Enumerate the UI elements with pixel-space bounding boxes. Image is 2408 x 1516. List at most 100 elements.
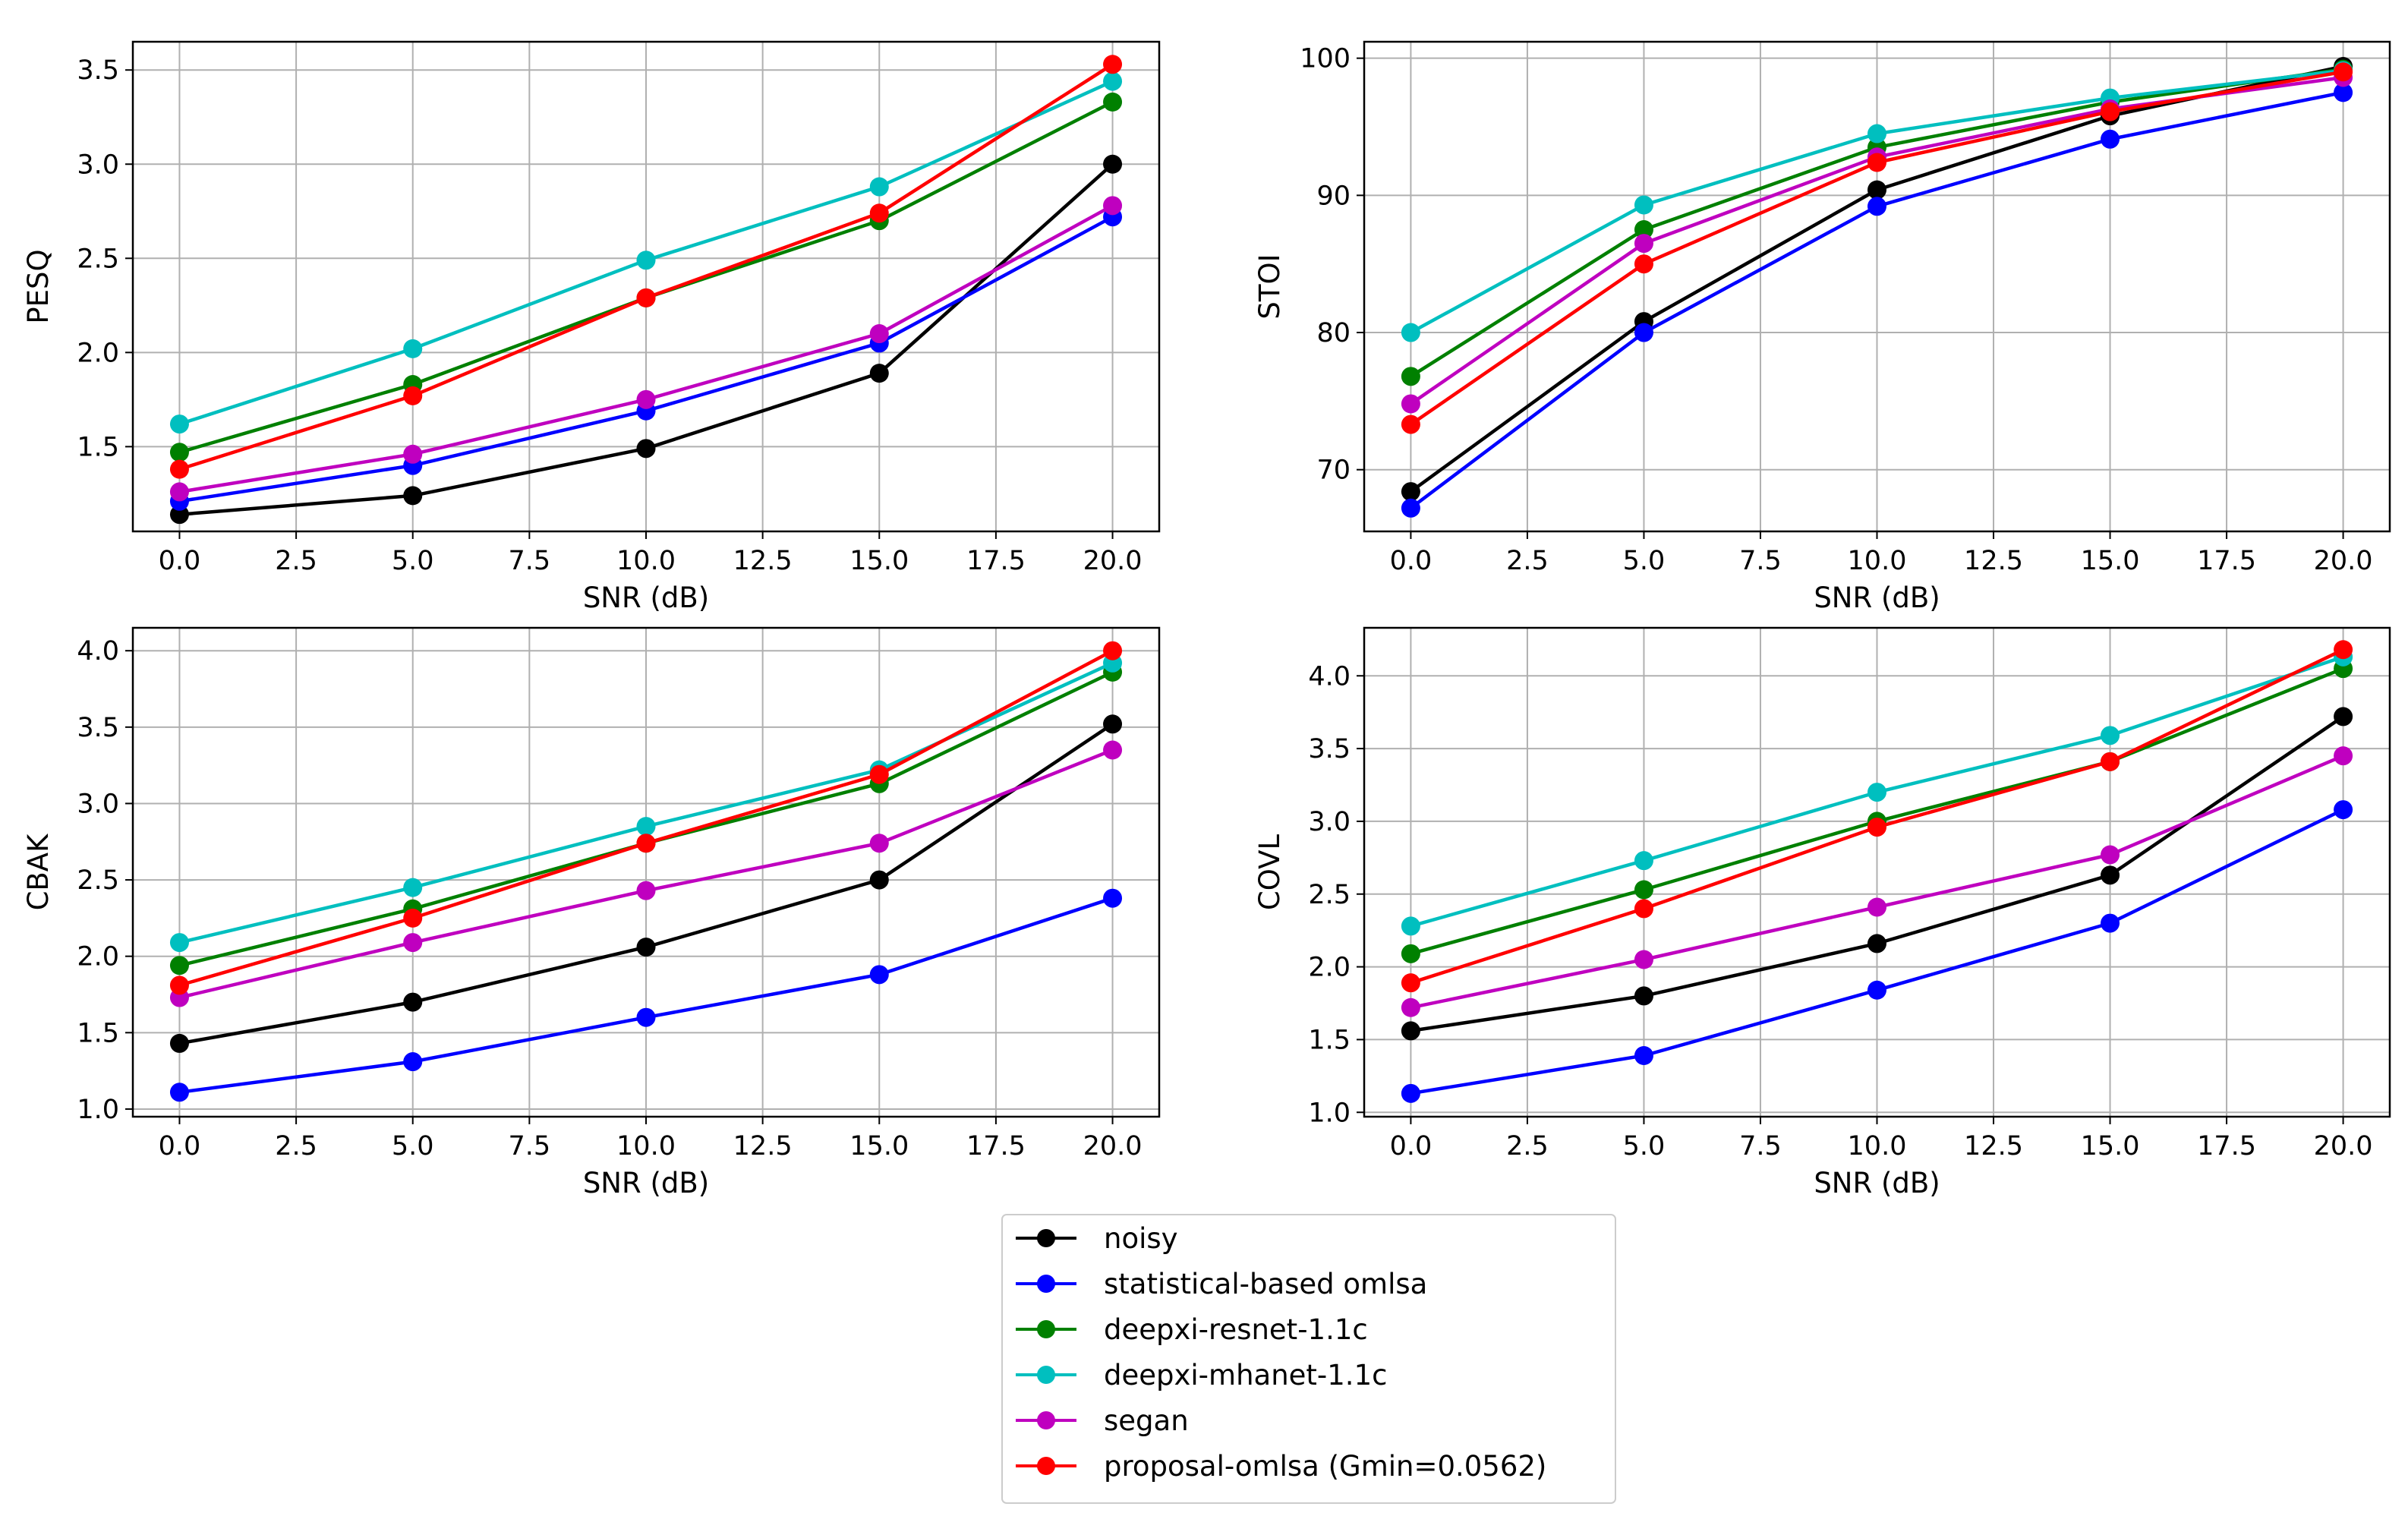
data-point-noisy: [1867, 934, 1886, 953]
data-point-deepxi-mhanet-1-1c: [1103, 71, 1123, 91]
data-point-proposal-omlsa-gmin-0-0562: [403, 386, 423, 405]
x-tick-label: 7.5: [1739, 546, 1782, 576]
data-point-deepxi-mhanet-1-1c: [2101, 726, 2120, 745]
legend-entry: deepxi-mhanet-1.1c: [1016, 1359, 1387, 1392]
y-tick-label: 3.0: [77, 789, 119, 819]
x-tick-label: 15.0: [2081, 546, 2140, 576]
legend-marker: [1037, 1320, 1055, 1338]
y-tick-label: 70: [1316, 455, 1351, 486]
legend-label: statistical-based omlsa: [1104, 1268, 1427, 1300]
data-point-proposal-omlsa-gmin-0-0562: [2334, 62, 2353, 82]
data-point-deepxi-resnet-1-1c: [1103, 92, 1123, 112]
x-tick-label: 2.5: [275, 546, 317, 576]
x-tick-label: 2.5: [275, 1131, 317, 1161]
data-point-deepxi-mhanet-1-1c: [869, 177, 889, 197]
x-tick-label: 12.5: [1964, 1131, 2023, 1161]
x-tick-label: 12.5: [733, 546, 793, 576]
legend-label: proposal-omlsa (Gmin=0.0562): [1104, 1450, 1546, 1483]
data-point-noisy: [1401, 482, 1420, 502]
data-point-statistical-based-omlsa: [2101, 129, 2120, 149]
x-tick-label: 10.0: [1848, 546, 1907, 576]
y-tick-label: 3.5: [77, 55, 119, 86]
data-point-statistical-based-omlsa: [1634, 323, 1653, 342]
data-point-segan: [1401, 394, 1420, 414]
data-point-noisy: [636, 439, 656, 459]
data-point-deepxi-mhanet-1-1c: [1867, 783, 1886, 802]
x-tick-label: 20.0: [1083, 1131, 1143, 1161]
legend-marker: [1037, 1229, 1055, 1247]
data-point-noisy: [169, 1033, 189, 1053]
x-axis-label: SNR (dB): [583, 582, 709, 614]
x-tick-label: 20.0: [2314, 1131, 2373, 1161]
x-tick-label: 5.0: [1623, 1131, 1666, 1161]
legend-label: deepxi-resnet-1.1c: [1104, 1313, 1368, 1346]
x-tick-label: 0.0: [1390, 546, 1433, 576]
data-point-noisy: [1401, 1021, 1420, 1041]
data-point-proposal-omlsa-gmin-0-0562: [403, 908, 423, 928]
data-point-segan: [1634, 950, 1653, 969]
data-point-deepxi-mhanet-1-1c: [403, 339, 423, 358]
data-point-segan: [403, 444, 423, 464]
legend-entry: segan: [1016, 1404, 1189, 1437]
x-tick-label: 17.5: [966, 1131, 1026, 1161]
data-point-statistical-based-omlsa: [1867, 197, 1886, 216]
x-tick-label: 10.0: [616, 1131, 676, 1161]
data-point-statistical-based-omlsa: [2334, 83, 2353, 102]
x-tick-label: 17.5: [2197, 546, 2256, 576]
data-point-proposal-omlsa-gmin-0-0562: [1867, 818, 1886, 837]
y-tick-label: 1.5: [77, 432, 119, 462]
data-point-statistical-based-omlsa: [403, 1052, 423, 1072]
y-tick-label: 3.5: [77, 713, 119, 743]
data-point-proposal-omlsa-gmin-0-0562: [169, 975, 189, 995]
x-tick-label: 5.0: [392, 1131, 434, 1161]
y-tick-label: 2.0: [77, 942, 119, 972]
x-tick-label: 10.0: [1848, 1131, 1907, 1161]
stoi-panel: 0.0 2.5 5.0 7.5 10.0 12.5 15.0 17.5 20.0 70 80 90 10…: [1253, 40, 2391, 614]
data-point-deepxi-resnet-1-1c: [1634, 880, 1653, 900]
x-tick-label: 0.0: [159, 546, 201, 576]
y-tick-label: 1.0: [77, 1095, 119, 1125]
data-point-statistical-based-omlsa: [1634, 1046, 1653, 1065]
data-point-deepxi-resnet-1-1c: [169, 443, 189, 462]
covl-panel: 0.0 2.5 5.0 7.5 10.0 12.5 15.0 17.5 20.0 1.0 1.5 2.…: [1253, 626, 2391, 1199]
data-point-deepxi-resnet-1-1c: [1401, 944, 1420, 963]
y-tick-label: 4.0: [1308, 661, 1351, 692]
y-tick-label: 2.0: [77, 338, 119, 368]
x-axis-label: SNR (dB): [1814, 582, 1940, 614]
x-tick-label: 10.0: [616, 546, 676, 576]
data-point-deepxi-resnet-1-1c: [1634, 220, 1653, 240]
data-point-proposal-omlsa-gmin-0-0562: [2334, 640, 2353, 660]
x-tick-label: 5.0: [1623, 546, 1666, 576]
y-tick-label: 1.0: [1308, 1098, 1351, 1128]
y-tick-label: 3.0: [77, 150, 119, 180]
data-point-segan: [2334, 746, 2353, 766]
data-point-noisy: [1103, 154, 1123, 174]
data-point-proposal-omlsa-gmin-0-0562: [1867, 153, 1886, 172]
data-point-statistical-based-omlsa: [1401, 498, 1420, 518]
x-tick-label: 20.0: [2314, 546, 2373, 576]
legend-marker: [1037, 1275, 1055, 1293]
data-point-noisy: [1867, 180, 1886, 200]
data-point-statistical-based-omlsa: [1103, 888, 1123, 908]
x-tick-label: 7.5: [1739, 1131, 1782, 1161]
data-point-deepxi-resnet-1-1c: [1401, 367, 1420, 386]
legend-entry: statistical-based omlsa: [1016, 1268, 1427, 1300]
pesq-panel: 0.0 2.5 5.0 7.5 10.0 12.5 15.0 17.5 20.0 1.5 2.0 2.…: [22, 40, 1161, 614]
data-point-proposal-omlsa-gmin-0-0562: [1401, 414, 1420, 434]
x-tick-label: 2.5: [1506, 546, 1549, 576]
data-point-segan: [403, 933, 423, 953]
data-point-noisy: [169, 505, 189, 525]
data-point-noisy: [869, 364, 889, 383]
x-tick-label: 20.0: [1083, 546, 1143, 576]
data-point-segan: [636, 881, 656, 900]
data-point-noisy: [1103, 714, 1123, 734]
legend-marker: [1037, 1457, 1055, 1475]
data-point-proposal-omlsa-gmin-0-0562: [1103, 55, 1123, 74]
data-point-proposal-omlsa-gmin-0-0562: [1634, 254, 1653, 274]
y-axis-label: COVL: [1253, 834, 1286, 910]
x-tick-label: 7.5: [509, 1131, 551, 1161]
data-point-proposal-omlsa-gmin-0-0562: [636, 288, 656, 307]
data-point-statistical-based-omlsa: [2101, 913, 2120, 933]
data-point-segan: [636, 389, 656, 409]
